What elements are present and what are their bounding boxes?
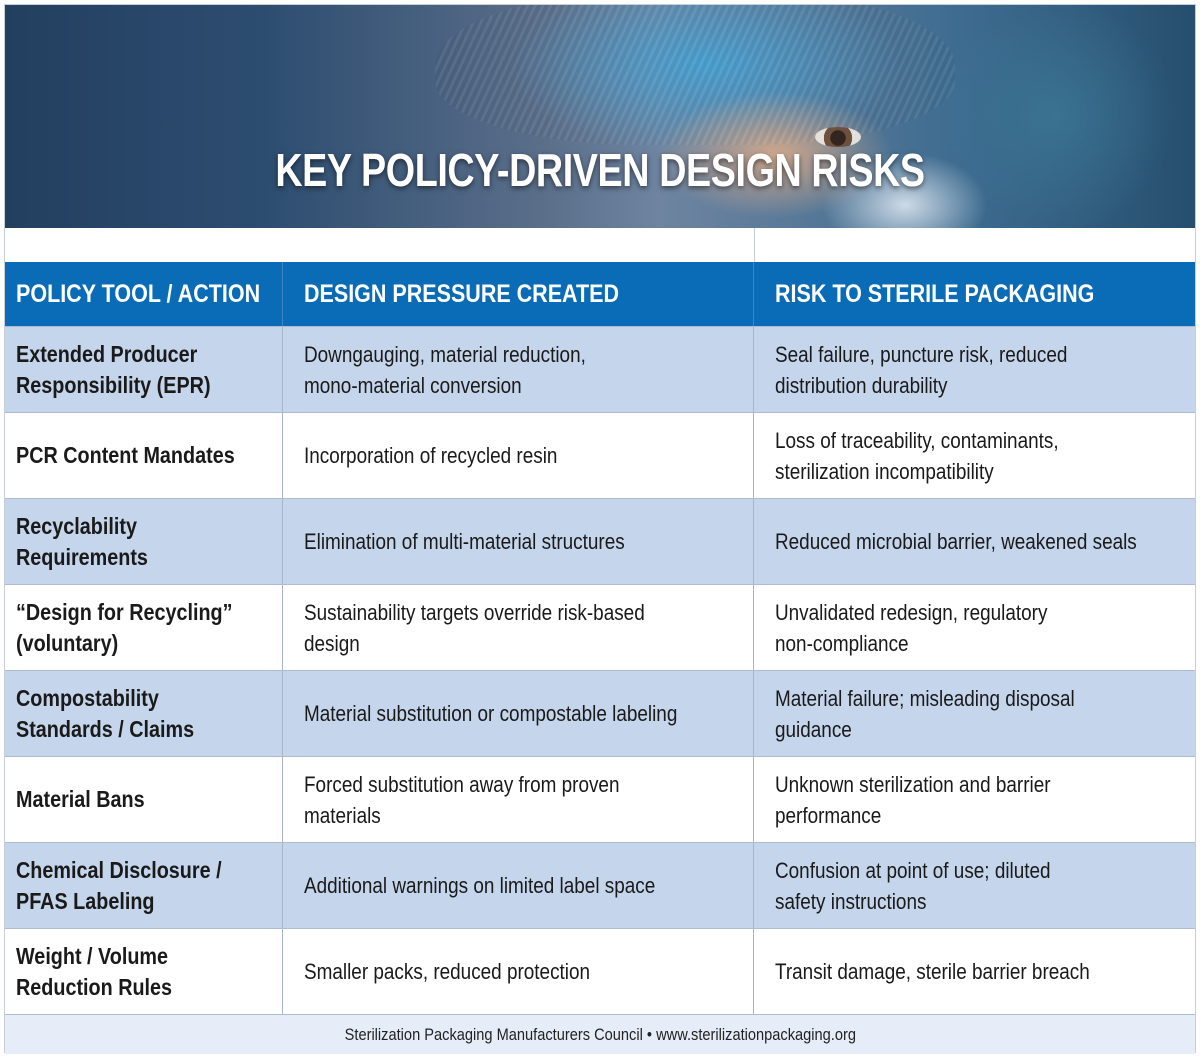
- cell-text-line: Sustainability targets override risk-bas…: [304, 599, 645, 625]
- cell-text-line: “Design for Recycling”: [16, 598, 233, 625]
- column-divider: [754, 228, 755, 262]
- policy-cell: PCR Content Mandates: [5, 413, 283, 498]
- table-row: PCR Content Mandates Incorporation of rec…: [5, 412, 1195, 498]
- risk-cell: Unvalidated redesign, regulatory non-comp…: [754, 585, 1195, 670]
- cell-text-line: Additional warnings on limited label spa…: [304, 873, 656, 898]
- policy-cell: “Design for Recycling” (voluntary): [5, 585, 283, 670]
- cell-text-line: guidance: [775, 716, 852, 742]
- design-pressure-cell: Smaller packs, reduced protection: [283, 929, 754, 1014]
- design-pressure-cell: Forced substitution away from proven mate…: [283, 757, 754, 842]
- risk-cell: Seal failure, puncture risk, reduced dist…: [754, 327, 1195, 412]
- design-pressure-cell: Material substitution or compostable lab…: [283, 671, 754, 756]
- cell-text-line: materials: [304, 802, 381, 828]
- design-pressure-cell: Incorporation of recycled resin: [283, 413, 754, 498]
- table-row: Material Bans Forced substitution away fr…: [5, 756, 1195, 842]
- cell-text-line: Weight / Volume: [16, 942, 169, 969]
- risk-cell: Unknown sterilization and barrier perform…: [754, 757, 1195, 842]
- cell-text-line: distribution durability: [775, 372, 948, 398]
- cell-text-line: (voluntary): [16, 629, 119, 656]
- cell-text-line: Reduction Rules: [16, 973, 173, 1000]
- cell-text-line: Standards / Claims: [16, 715, 195, 742]
- header-design-pressure: DESIGN PRESSURE CREATED: [283, 262, 754, 326]
- cell-text-line: Incorporation of recycled resin: [304, 443, 558, 468]
- page-title: KEY POLICY-DRIVEN DESIGN RISKS: [275, 144, 925, 196]
- cell-text-line: Recyclability: [16, 512, 137, 539]
- cell-text-line: Seal failure, puncture risk, reduced: [775, 341, 1068, 367]
- table-row: “Design for Recycling” (voluntary) Sustain…: [5, 584, 1195, 670]
- policy-cell: Chemical Disclosure / PFAS Labeling: [5, 843, 283, 928]
- risk-cell: Loss of traceability, contaminants, steri…: [754, 413, 1195, 498]
- policy-cell: Weight / Volume Reduction Rules: [5, 929, 283, 1014]
- design-pressure-cell: Additional warnings on limited label spa…: [283, 843, 754, 928]
- cell-text-line: Unknown sterilization and barrier: [775, 771, 1051, 797]
- eye-image: [815, 127, 861, 147]
- table-row: Weight / Volume Reduction Rules Smaller pa…: [5, 928, 1195, 1014]
- cell-text-line: safety instructions: [775, 888, 927, 914]
- cell-text-line: Extended Producer: [16, 340, 198, 367]
- infographic-frame: KEY POLICY-DRIVEN DESIGN RISKS POLICY TO…: [4, 4, 1196, 1054]
- table-row: Recyclability Requirements Elimination of …: [5, 498, 1195, 584]
- cell-text-line: Chemical Disclosure /: [16, 856, 222, 883]
- cell-text-line: Requirements: [16, 543, 148, 570]
- table-row: Extended Producer Responsibility (EPR) Dow…: [5, 326, 1195, 412]
- policy-risk-table: POLICY TOOL / ACTION DESIGN PRESSURE CRE…: [5, 228, 1195, 1054]
- cell-text-line: Confusion at point of use; diluted: [775, 857, 1051, 883]
- banner-photo: KEY POLICY-DRIVEN DESIGN RISKS: [5, 5, 1195, 228]
- cell-text-line: Reduced microbial barrier, weakened seal…: [775, 529, 1137, 554]
- policy-cell: Material Bans: [5, 757, 283, 842]
- cell-text-line: sterilization incompatibility: [775, 458, 994, 484]
- cell-text-line: mono-material conversion: [304, 372, 522, 398]
- risk-cell: Transit damage, sterile barrier breach: [754, 929, 1195, 1014]
- cell-text-line: PCR Content Mandates: [16, 442, 235, 468]
- cell-text-line: Smaller packs, reduced protection: [304, 959, 591, 984]
- cell-text-line: Elimination of multi-material structures: [304, 529, 625, 554]
- cell-text-line: Material substitution or compostable lab…: [304, 701, 678, 726]
- cell-text-line: performance: [775, 802, 882, 828]
- cell-text-line: PFAS Labeling: [16, 887, 155, 914]
- cell-text-line: Responsibility (EPR): [16, 371, 211, 398]
- cell-text-line: Compostability: [16, 684, 159, 711]
- header-risk: RISK TO STERILE PACKAGING: [775, 279, 1095, 308]
- risk-cell: Material failure; misleading disposal gui…: [754, 671, 1195, 756]
- header-policy-tool: POLICY TOOL / ACTION: [5, 262, 283, 326]
- policy-cell: Recyclability Requirements: [5, 499, 283, 584]
- surgical-cap-image: [435, 5, 955, 145]
- design-pressure-cell: Elimination of multi-material structures: [283, 499, 754, 584]
- design-pressure-cell: Sustainability targets override risk-bas…: [283, 585, 754, 670]
- cell-text-line: Material failure; misleading disposal: [775, 685, 1075, 711]
- footer-credit: Sterilization Packaging Manufacturers Co…: [5, 1014, 1195, 1054]
- cell-text-line: Unvalidated redesign, regulatory: [775, 599, 1048, 625]
- table-header-row: POLICY TOOL / ACTION DESIGN PRESSURE CRE…: [5, 262, 1195, 326]
- table-row: Chemical Disclosure / PFAS Labeling Additi…: [5, 842, 1195, 928]
- table-row: Compostability Standards / Claims Material…: [5, 670, 1195, 756]
- cell-text-line: Forced substitution away from proven: [304, 771, 620, 797]
- policy-cell: Extended Producer Responsibility (EPR): [5, 327, 283, 412]
- footer-text: Sterilization Packaging Manufacturers Co…: [344, 1024, 856, 1044]
- cell-text-line: Material Bans: [16, 786, 145, 812]
- risk-cell: Confusion at point of use; diluted safety…: [754, 843, 1195, 928]
- spacer-row: [5, 228, 1195, 262]
- cell-text-line: non-compliance: [775, 630, 909, 656]
- cell-text-line: Transit damage, sterile barrier breach: [775, 959, 1090, 984]
- cell-text-line: design: [304, 630, 360, 656]
- cell-text-line: Loss of traceability, contaminants,: [775, 427, 1059, 453]
- design-pressure-cell: Downgauging, material reduction, mono-mat…: [283, 327, 754, 412]
- risk-cell: Reduced microbial barrier, weakened seal…: [754, 499, 1195, 584]
- policy-cell: Compostability Standards / Claims: [5, 671, 283, 756]
- cell-text-line: Downgauging, material reduction,: [304, 341, 586, 367]
